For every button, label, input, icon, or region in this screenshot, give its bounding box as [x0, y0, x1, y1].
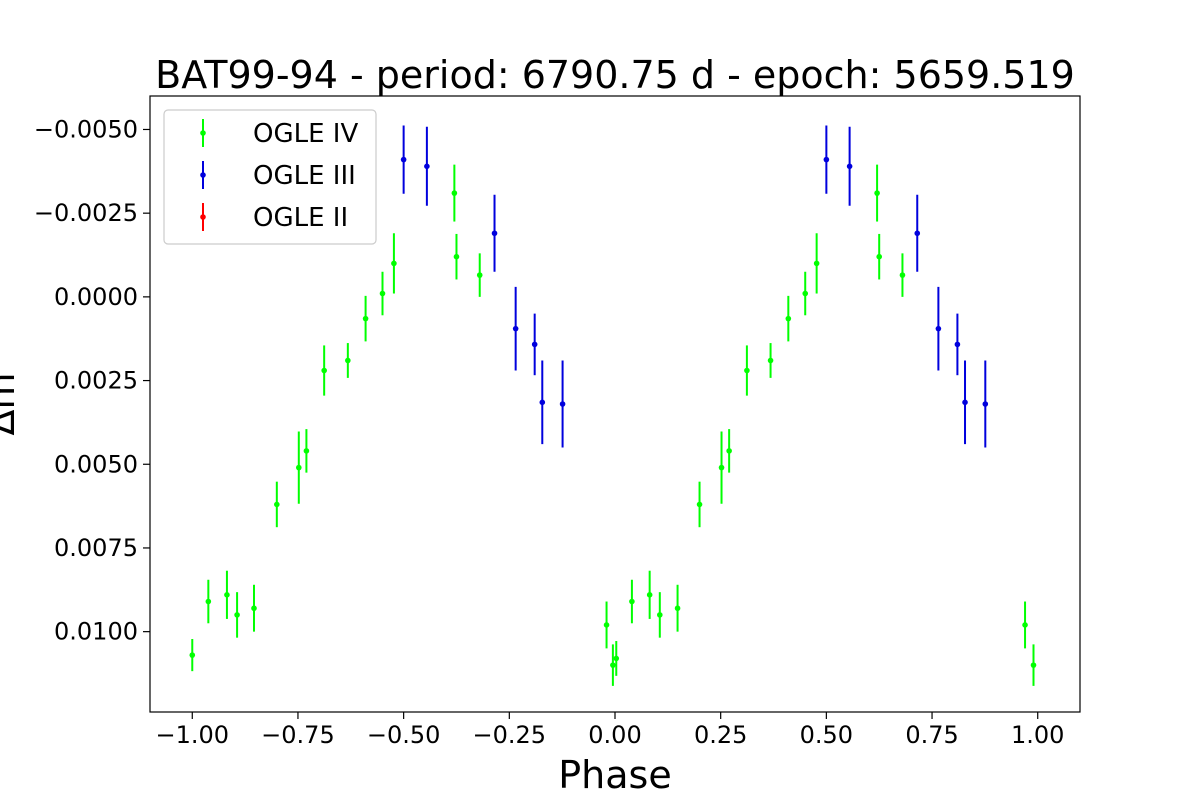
data-point-ogle-iv — [876, 253, 883, 260]
data-point-ogle-iv — [189, 652, 196, 658]
data-point-ogle-iv — [453, 253, 460, 260]
data-point-ogle-iv — [718, 464, 725, 471]
legend-marker-ogle-iv — [200, 130, 206, 136]
data-point-ogle-iv — [234, 612, 240, 618]
data-point-ogle-iv — [391, 260, 397, 267]
data-point-ogle-iii — [512, 325, 519, 332]
data-point-ogle-iii — [491, 230, 498, 237]
data-point-ogle-iv — [767, 357, 774, 364]
y-tick-label: 0.0100 — [54, 618, 138, 646]
data-point-ogle-iv — [785, 315, 792, 322]
data-point-ogle-iv — [744, 367, 750, 374]
data-point-ogle-iii — [954, 341, 961, 348]
chart-title: BAT99-94 - period: 6790.75 d - epoch: 56… — [155, 53, 1075, 97]
data-point-ogle-iv — [726, 448, 732, 454]
data-point-ogle-iv — [379, 290, 386, 297]
legend-items: OGLE IV OGLE III OGLE II — [200, 119, 358, 233]
data-point-ogle-iv — [874, 190, 880, 196]
data-point-ogle-iii — [531, 341, 538, 348]
data-point-ogle-iv — [274, 501, 280, 508]
legend-label-ogle-ii: OGLE II — [253, 203, 348, 233]
data-point-ogle-iii — [559, 401, 566, 407]
data-point-ogle-iv — [476, 272, 483, 278]
data-point-ogle-iv — [646, 592, 653, 598]
legend: OGLE IV OGLE III OGLE II — [163, 109, 377, 245]
data-point-ogle-iii — [424, 163, 430, 170]
x-tick-label: −0.75 — [261, 721, 335, 749]
data-point-ogle-iv — [362, 315, 369, 322]
data-point-ogle-iv — [303, 448, 310, 454]
y-tick-label: −0.0050 — [34, 115, 138, 143]
data-point-ogle-iv — [224, 592, 230, 598]
legend-box — [163, 109, 377, 245]
y-tick-label: −0.0025 — [34, 199, 138, 227]
data-point-ogle-iv — [657, 612, 663, 618]
data-point-ogle-iii — [935, 325, 942, 332]
x-tick-label: −1.00 — [155, 721, 229, 749]
legend-marker-ogle-ii — [200, 214, 206, 220]
data-point-ogle-iv — [674, 605, 681, 612]
y-axis-label: Δm — [0, 372, 23, 435]
x-axis-ticks: −1.00 −0.75 −0.50 −0.25 0.00 0.25 0.50 0.75 1.00 — [155, 712, 1064, 749]
y-tick-label: 0.0050 — [54, 450, 138, 478]
data-point-ogle-iv — [251, 605, 257, 612]
data-point-ogle-iv — [613, 655, 620, 662]
legend-label-ogle-iii: OGLE III — [253, 161, 356, 191]
y-tick-label: 0.0075 — [54, 534, 138, 562]
data-point-ogle-iii — [823, 156, 830, 163]
data-point-ogle-iv — [802, 290, 809, 297]
legend-marker-ogle-iii — [200, 172, 206, 178]
x-tick-label: 0.25 — [694, 721, 747, 749]
x-tick-label: 0.75 — [905, 721, 958, 749]
y-tick-label: 0.0000 — [54, 283, 138, 311]
data-point-ogle-iv — [451, 190, 458, 196]
data-point-ogle-iv — [610, 662, 616, 668]
data-point-ogle-iv — [813, 260, 820, 267]
data-point-ogle-iv — [696, 501, 703, 508]
data-point-ogle-iii — [914, 230, 921, 237]
y-axis-ticks: −0.0050 −0.0025 0.0000 0.0025 0.0050 0.0075 0.… — [34, 115, 150, 646]
data-point-ogle-iv — [899, 272, 906, 278]
x-tick-label: 0.50 — [800, 721, 853, 749]
x-axis-label: Phase — [558, 753, 671, 797]
data-point-ogle-iv — [603, 622, 610, 628]
data-point-ogle-iii — [846, 163, 853, 170]
y-tick-label: 0.0025 — [54, 367, 138, 395]
data-point-ogle-iii — [539, 399, 546, 406]
x-tick-label: −0.50 — [367, 721, 441, 749]
points-layer — [189, 125, 1037, 686]
data-point-ogle-iv — [345, 357, 351, 364]
x-tick-label: −0.25 — [473, 721, 547, 749]
data-point-ogle-iii — [982, 401, 989, 407]
data-point-ogle-iv — [629, 598, 635, 605]
data-point-ogle-iv — [1022, 622, 1028, 628]
data-point-ogle-iv — [321, 367, 327, 374]
data-point-ogle-iii — [962, 399, 968, 406]
data-point-ogle-iv — [296, 464, 302, 471]
legend-label-ogle-iv: OGLE IV — [253, 119, 358, 149]
data-point-ogle-iv — [205, 598, 212, 605]
data-point-ogle-iv — [1030, 662, 1037, 668]
x-tick-label: 0.00 — [588, 721, 641, 749]
data-point-ogle-iii — [400, 156, 407, 163]
x-tick-label: 1.00 — [1011, 721, 1064, 749]
